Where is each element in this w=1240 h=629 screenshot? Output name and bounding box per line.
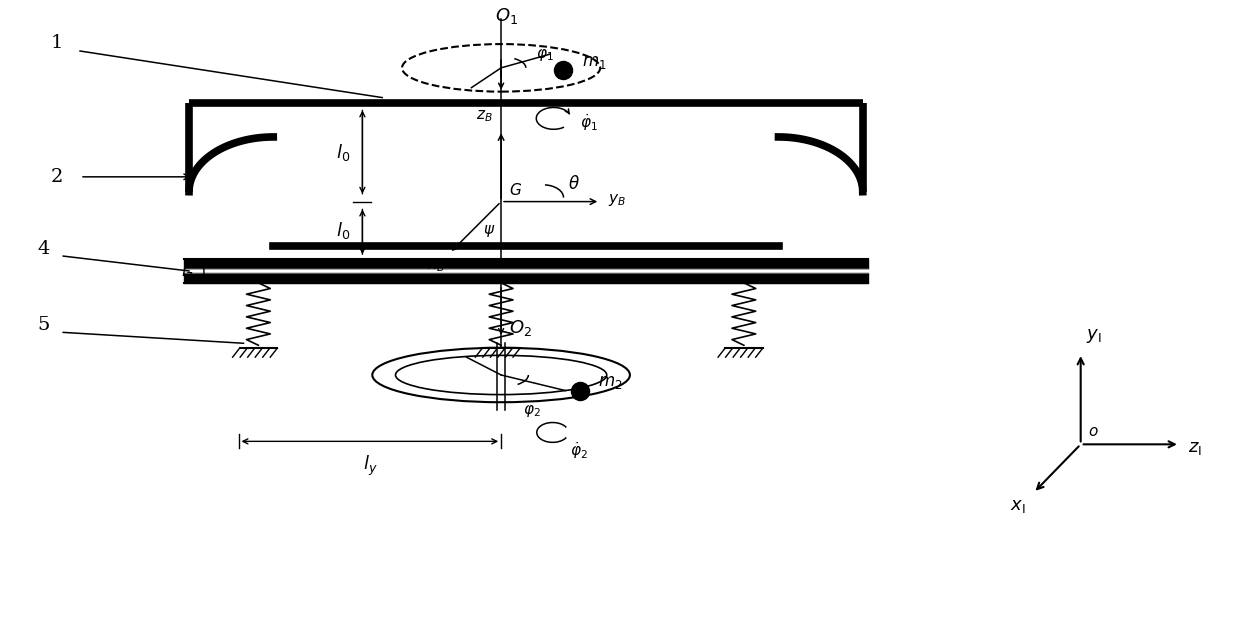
Text: 2: 2 <box>51 168 63 186</box>
Text: $y_B$: $y_B$ <box>608 192 626 208</box>
Text: $o$: $o$ <box>1087 425 1099 440</box>
Text: $\dot{\varphi}_2$: $\dot{\varphi}_2$ <box>570 440 588 461</box>
Text: 4: 4 <box>37 240 50 258</box>
Text: $l_0$: $l_0$ <box>336 220 351 241</box>
Text: $l_z$: $l_z$ <box>181 260 193 281</box>
Text: $m_2$: $m_2$ <box>598 374 622 391</box>
Text: $z_B$: $z_B$ <box>476 109 494 125</box>
Text: $z_{\rm I}$: $z_{\rm I}$ <box>1188 439 1202 457</box>
Text: $G$: $G$ <box>510 182 522 198</box>
Text: $x_B$: $x_B$ <box>427 258 445 274</box>
Text: $\varphi_1$: $\varphi_1$ <box>536 47 553 63</box>
Text: $\dot{\varphi}_1$: $\dot{\varphi}_1$ <box>580 112 599 133</box>
Text: $O_2$: $O_2$ <box>510 318 532 338</box>
Text: $O_1$: $O_1$ <box>495 6 517 26</box>
Text: $y_{\rm I}$: $y_{\rm I}$ <box>1086 327 1101 345</box>
Text: $l_y$: $l_y$ <box>362 454 377 479</box>
Text: $\theta$: $\theta$ <box>568 175 580 192</box>
Text: $m_1$: $m_1$ <box>583 54 606 72</box>
Text: 1: 1 <box>51 34 63 52</box>
Text: 5: 5 <box>37 316 50 335</box>
Text: $\varphi_2$: $\varphi_2$ <box>523 403 541 419</box>
Text: $\psi$: $\psi$ <box>484 223 496 240</box>
Text: $l_0$: $l_0$ <box>336 142 351 162</box>
Text: $x_{\rm I}$: $x_{\rm I}$ <box>1011 497 1025 515</box>
